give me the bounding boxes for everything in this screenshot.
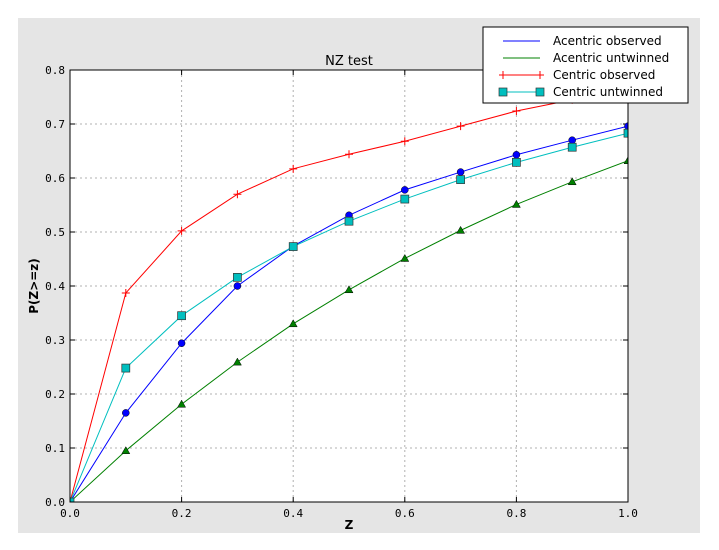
data-point	[232, 357, 242, 366]
legend-label: Acentric untwinned	[553, 51, 669, 65]
data-point	[121, 363, 131, 373]
data-point	[233, 273, 242, 282]
data-point	[177, 339, 186, 347]
data-point	[623, 128, 628, 138]
data-point	[121, 446, 131, 454]
legend-box	[482, 26, 689, 104]
data-point	[233, 282, 242, 290]
data-point	[512, 151, 521, 159]
legend-marker	[536, 71, 544, 79]
data-point	[567, 177, 577, 186]
series-centric-untwinned	[70, 128, 628, 502]
x-tick-label: 0.0	[60, 507, 80, 520]
y-tick-label: 0.6	[45, 172, 65, 185]
data-point	[624, 122, 628, 130]
y-tick-label: 0.8	[45, 64, 65, 77]
data-point	[288, 319, 298, 328]
x-tick-label: 0.2	[172, 507, 192, 520]
y-tick-label: 0.0	[45, 496, 65, 509]
data-point	[233, 190, 242, 199]
x-tick-label: 0.4	[283, 507, 303, 520]
legend-label: Acentric observed	[553, 34, 662, 48]
y-tick-label: 0.2	[45, 388, 65, 401]
chart-title: NZ test	[325, 54, 373, 69]
legend-label: Centric untwinned	[553, 85, 663, 99]
y-tick-label: 0.7	[45, 118, 65, 131]
data-point	[568, 136, 576, 144]
series-acentric-untwinned	[70, 156, 628, 502]
x-tick-label: 0.8	[506, 507, 526, 520]
data-point	[70, 497, 75, 502]
y-tick-label: 0.5	[45, 226, 65, 239]
legend: Acentric observed Acentric untwinned Centr…	[482, 26, 689, 104]
y-tick-label: 0.1	[45, 442, 65, 455]
data-point	[177, 226, 186, 235]
legend-marker	[498, 87, 508, 97]
y-tick-label: 0.4	[45, 280, 65, 293]
data-point	[456, 122, 465, 131]
plot-frame	[69, 69, 629, 503]
data-point	[456, 225, 466, 234]
data-point	[344, 285, 354, 294]
y-tick-label: 0.3	[45, 334, 65, 347]
legend-item: Acentric untwinned	[503, 51, 669, 65]
x-axis-label: Z	[345, 518, 354, 532]
x-tick-label: 1.0	[618, 507, 638, 520]
data-point	[456, 175, 465, 184]
data-point	[289, 164, 298, 173]
data-point	[512, 157, 521, 167]
data-point	[512, 107, 521, 116]
data-point	[567, 142, 577, 152]
data-point	[177, 399, 187, 408]
data-point	[400, 253, 410, 262]
legend-item: Centric observed	[499, 68, 655, 82]
legend-item: Acentric observed	[503, 34, 662, 48]
y-axis-label: P(Z>=z)	[27, 258, 41, 314]
data-point	[400, 137, 409, 146]
data-point	[456, 168, 465, 176]
legend-label: Centric observed	[553, 68, 655, 82]
legend-item: Centric untwinned	[498, 85, 663, 99]
data-point	[511, 199, 521, 208]
data-point	[121, 289, 130, 298]
data-point	[400, 194, 410, 204]
data-point	[122, 409, 130, 417]
data-point	[345, 150, 353, 159]
legend-marker	[535, 87, 545, 97]
data-point	[401, 186, 409, 194]
legend-marker	[499, 71, 507, 79]
data-point	[344, 216, 354, 226]
data-point	[623, 156, 628, 164]
data-point	[288, 242, 298, 251]
x-tick-label: 0.6	[395, 507, 415, 520]
data-point	[177, 311, 186, 321]
